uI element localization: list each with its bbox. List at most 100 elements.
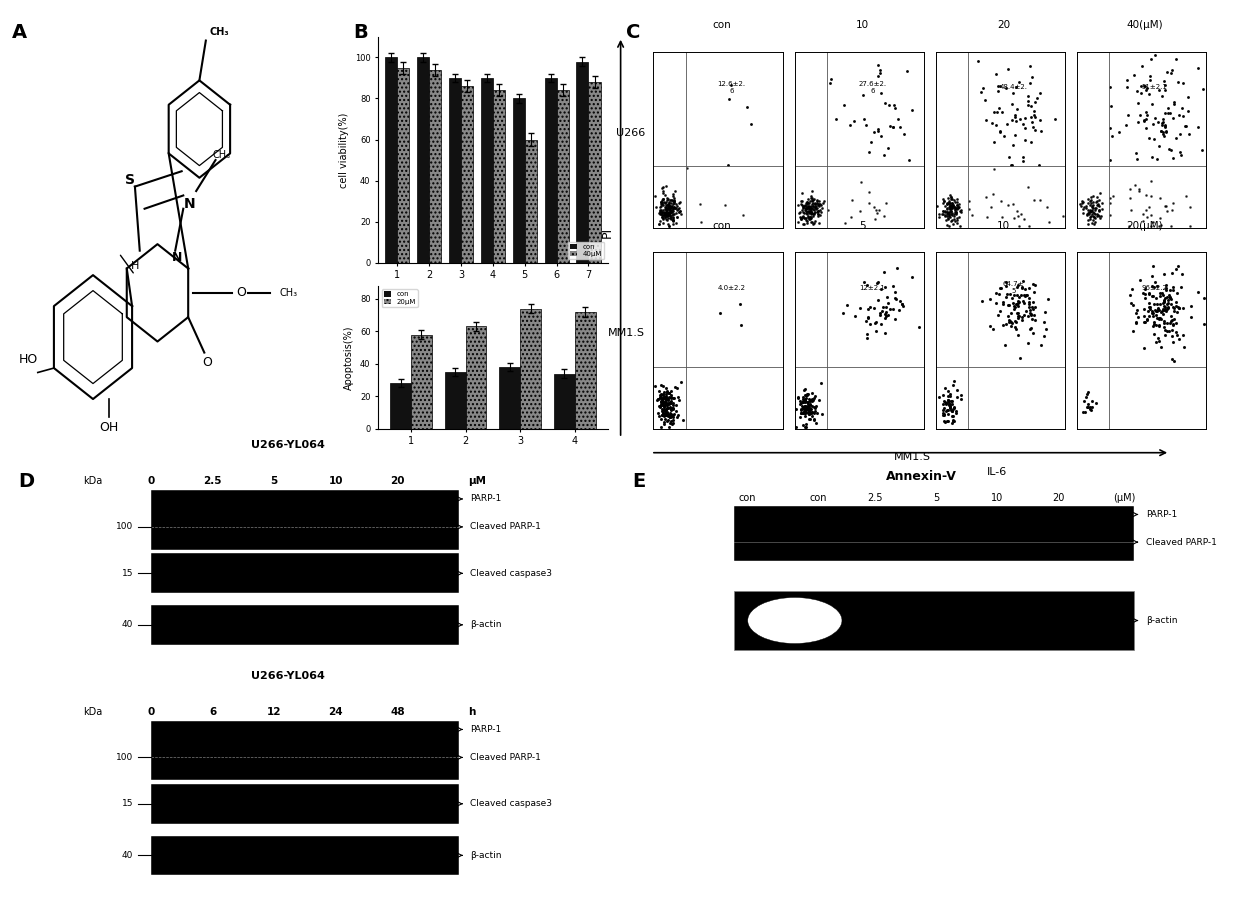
Point [1149,82,1169,97]
Point [656,393,676,408]
Point [939,389,959,404]
Point [657,414,677,429]
Point [653,195,673,209]
Point [804,209,823,224]
Point [944,399,963,414]
Point [663,213,683,228]
Point [1001,319,1021,334]
Point [999,286,1019,301]
Point [661,407,681,421]
Point [1002,112,1022,127]
Point [1159,291,1179,306]
Point [799,205,818,219]
Point [650,203,670,218]
Point [992,105,1012,120]
Point [1014,289,1034,303]
Point [1158,100,1178,115]
Point [1136,120,1156,135]
Bar [500,367,521,429]
Point [1024,285,1044,300]
Point [942,200,962,215]
Point [941,199,961,214]
Point [660,400,680,415]
Point [946,389,966,404]
Point [650,400,670,415]
Point [903,102,923,117]
Point [796,207,816,221]
Point [1163,354,1183,369]
Point [663,201,683,216]
Text: H: H [130,261,139,271]
Point [1151,312,1171,326]
Point [1006,322,1025,337]
Bar [449,78,461,263]
Point [988,308,1008,323]
Point [661,200,681,215]
Point [976,190,996,205]
Point [1138,286,1158,301]
Text: 0: 0 [148,476,155,486]
Point [799,397,818,412]
Point [1121,203,1141,218]
Point [851,174,870,189]
Point [1156,278,1176,292]
Point [947,211,967,226]
Point [942,208,962,223]
Point [802,184,822,199]
Point [1145,314,1164,329]
Point [797,386,817,401]
Point [655,407,675,421]
Point [657,207,677,221]
Point [668,201,688,216]
Point [1162,219,1182,233]
Point [796,202,816,217]
Point [1127,114,1147,129]
Point [951,219,971,234]
Point [796,391,816,406]
Text: 24: 24 [329,706,343,716]
Text: 15: 15 [122,569,134,578]
Point [1006,110,1025,124]
Point [937,208,957,223]
Text: Cleaved caspase3: Cleaved caspase3 [470,799,552,809]
Text: PARP-1: PARP-1 [1146,510,1177,519]
Text: con: con [712,221,730,231]
Point [935,198,955,213]
Point [1180,200,1200,215]
Text: MM1.S: MM1.S [894,452,931,462]
Point [792,399,812,414]
Text: O: O [202,356,212,369]
Point [1008,296,1028,311]
Point [670,205,689,219]
Point [960,194,980,208]
Point [667,410,687,425]
Bar [417,57,429,263]
Point [885,100,905,115]
Point [942,396,962,411]
Text: con: con [739,493,756,503]
Bar [429,70,441,263]
Point [942,217,962,231]
Bar [151,491,459,550]
Point [812,407,832,421]
Point [652,205,672,219]
Point [1019,297,1039,312]
Point [932,204,952,219]
Point [1022,99,1042,113]
Point [1168,75,1188,89]
Point [656,389,676,404]
Point [833,98,853,112]
Point [960,201,980,216]
Point [794,401,813,416]
Point [1173,327,1193,342]
Point [1135,281,1154,296]
Point [653,398,673,413]
Point [1053,209,1073,224]
Point [950,203,970,218]
Point [1168,300,1188,314]
Point [1024,193,1044,207]
Point [1007,288,1027,302]
Point [1135,314,1154,329]
Point [1030,338,1050,353]
Point [655,210,675,225]
